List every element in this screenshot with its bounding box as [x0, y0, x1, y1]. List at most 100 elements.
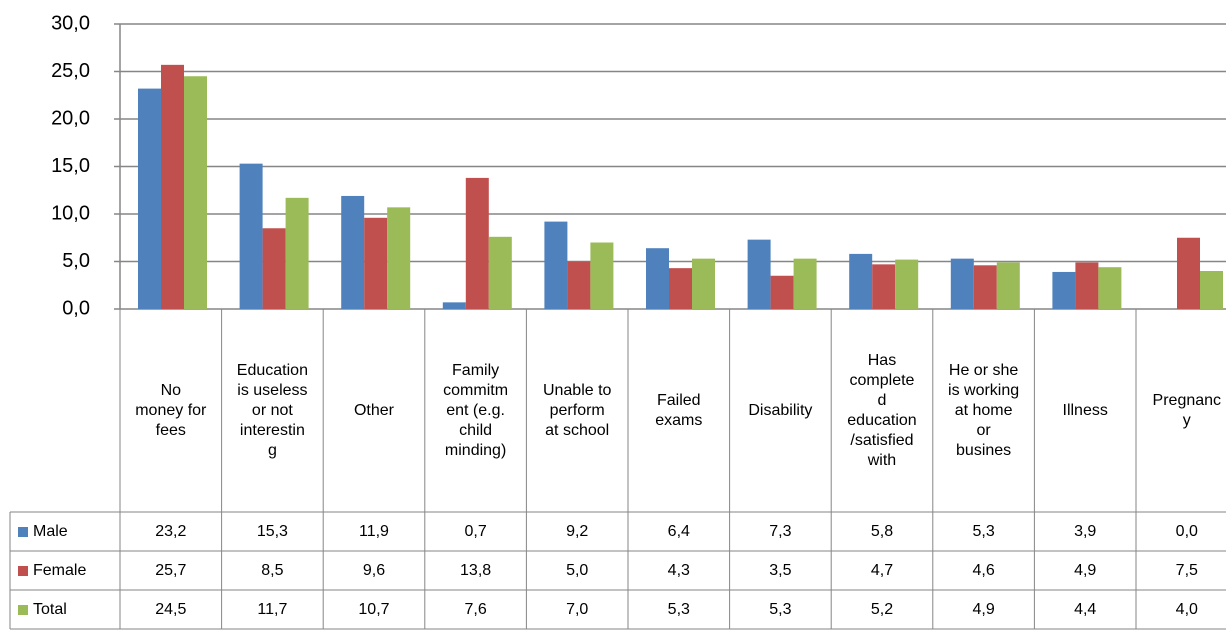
data-label: 5,3: [667, 600, 690, 618]
data-label-cell: 3,5: [730, 551, 832, 590]
bar: [1200, 271, 1223, 309]
data-label-cell: 0,0: [1136, 512, 1226, 551]
data-label: 5,3: [972, 522, 995, 540]
bar: [1098, 267, 1122, 309]
bar: [646, 248, 669, 309]
bar: [544, 221, 568, 309]
legend-label: Female: [33, 561, 87, 579]
data-label: 15,3: [256, 522, 288, 540]
data-label-cell: 9,6: [323, 551, 425, 590]
bar: [285, 197, 309, 309]
y-tick-label: 10,0: [51, 202, 90, 224]
data-label: 9,6: [362, 561, 386, 579]
data-label: 25,7: [155, 561, 187, 579]
category-label-cell: He or she is working at home or busines: [933, 309, 1035, 512]
data-label-cell: 5,3: [933, 512, 1035, 551]
data-label-cell: 4,0: [1136, 590, 1226, 629]
data-label-cell: 4,9: [933, 590, 1035, 629]
data-label-cell: 10,7: [323, 590, 425, 629]
bar: [442, 302, 466, 309]
category-label: Disability: [748, 401, 813, 419]
data-label: 4,0: [1175, 600, 1198, 618]
category-label: Family commitm ent (e.g. child minding): [443, 361, 509, 459]
legend-entry: Female: [18, 551, 86, 590]
data-label: 11,7: [257, 600, 288, 618]
bar: [239, 163, 263, 309]
bar: [669, 268, 692, 309]
data-label: 6,4: [667, 522, 690, 540]
bar: [747, 239, 771, 309]
data-label-cell: 7,0: [526, 590, 628, 629]
bar: [973, 265, 997, 309]
data-label-cell: 4,3: [628, 551, 730, 590]
bar: [184, 76, 207, 309]
category-label: Illness: [1062, 401, 1108, 419]
bar: [364, 217, 388, 309]
data-label: 0,7: [464, 522, 487, 540]
data-label-cell: 8,5: [222, 551, 324, 590]
data-label: 5,8: [870, 522, 894, 540]
data-label: 4,4: [1074, 600, 1097, 618]
bar: [341, 195, 365, 309]
data-label: 0,0: [1175, 522, 1198, 540]
bar: [161, 64, 184, 309]
category-label-cell: Family commitm ent (e.g. child minding): [425, 309, 527, 512]
data-label-cell: 24,5: [120, 590, 222, 629]
data-label-cell: 4,9: [1034, 551, 1136, 590]
legend-swatch: [18, 526, 28, 537]
data-label-cell: 25,7: [120, 551, 222, 590]
data-label-cell: 5,3: [730, 590, 832, 629]
data-label: 7,3: [769, 522, 792, 540]
data-label-cell: 13,8: [425, 551, 527, 590]
data-label: 4,6: [972, 561, 995, 579]
data-label-cell: 6,4: [628, 512, 730, 551]
data-label: 4,9: [1074, 561, 1097, 579]
bar: [138, 88, 161, 309]
category-label: He or she is working at home or busines: [948, 361, 1020, 459]
bar: [872, 264, 896, 309]
data-label: 9,2: [566, 522, 589, 540]
data-label-cell: 4,7: [831, 551, 933, 590]
data-label-cell: 7,5: [1136, 551, 1226, 590]
data-label: 3,5: [769, 561, 792, 579]
data-label-cell: 4,6: [933, 551, 1035, 590]
data-label: 3,9: [1074, 522, 1097, 540]
data-label-cell: 9,2: [526, 512, 628, 551]
category-label-cell: Pregnanc y: [1136, 309, 1226, 512]
data-label-cell: 11,7: [222, 590, 324, 629]
data-label-cell: 3,9: [1034, 512, 1136, 551]
data-label-cell: 5,8: [831, 512, 933, 551]
bar: [1052, 271, 1076, 309]
data-label: 4,7: [870, 561, 894, 579]
bar: [590, 242, 614, 309]
y-tick-label: 15,0: [51, 155, 90, 177]
category-label: Failed exams: [655, 391, 703, 429]
data-label: 13,8: [460, 561, 492, 579]
data-label: 10,7: [358, 600, 390, 618]
y-tick-label: 0,0: [62, 297, 90, 319]
data-label: 5,3: [769, 600, 792, 618]
category-label: Unable to perform at school: [542, 381, 612, 439]
bar: [770, 275, 794, 309]
y-tick-label: 5,0: [62, 250, 90, 272]
category-label-cell: Disability: [730, 309, 832, 512]
legend-label: Total: [33, 600, 67, 618]
legend-swatch: [18, 604, 28, 615]
data-label: 7,0: [566, 600, 589, 618]
data-label: 4,9: [972, 600, 995, 618]
data-label: 5,0: [566, 561, 589, 579]
bar: [465, 177, 489, 309]
data-label: 7,6: [464, 600, 487, 618]
category-label-cell: Has complete d education /satisfied with: [831, 309, 933, 512]
category-label-cell: Unable to perform at school: [526, 309, 628, 512]
bar: [387, 207, 411, 309]
bar: [488, 236, 512, 309]
category-label: Other: [353, 401, 394, 419]
data-label: 7,5: [1175, 561, 1198, 579]
data-label: 5,2: [870, 600, 894, 618]
category-label: Pregnanc y: [1152, 391, 1222, 429]
bar: [692, 258, 715, 309]
bar: [793, 258, 817, 309]
bar: [849, 253, 873, 309]
